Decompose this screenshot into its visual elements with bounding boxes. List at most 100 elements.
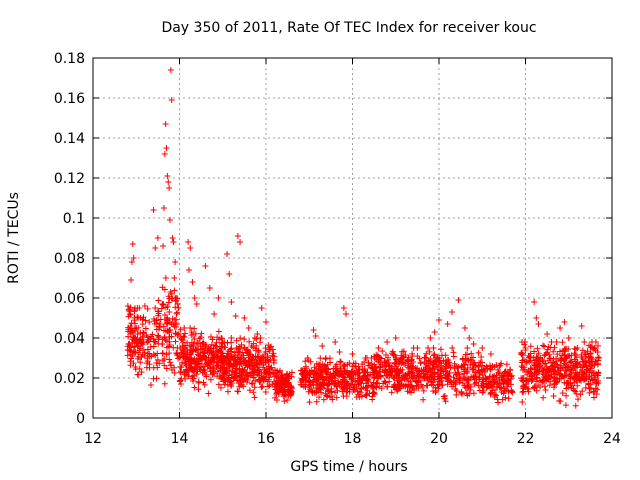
data-point: [219, 371, 226, 378]
data-point: [254, 366, 261, 373]
data-point: [171, 370, 178, 377]
data-point: [305, 357, 312, 364]
data-point: [164, 173, 171, 179]
data-point: [582, 353, 589, 360]
data-point: [189, 279, 196, 285]
data-point: [144, 358, 151, 365]
data-point: [322, 390, 329, 397]
data-point: [181, 359, 188, 366]
data-point: [371, 390, 378, 397]
data-point: [541, 352, 548, 359]
data-point: [350, 360, 357, 367]
data-point: [251, 384, 258, 391]
data-point: [394, 365, 401, 372]
data-point: [159, 350, 166, 357]
data-point: [200, 349, 207, 356]
data-point: [198, 330, 205, 337]
data-point: [151, 320, 158, 327]
data-point: [203, 360, 210, 366]
data-point: [376, 368, 383, 375]
data-point: [374, 379, 381, 386]
data-point: [266, 382, 273, 389]
data-point: [417, 377, 424, 384]
data-point: [194, 346, 201, 353]
data-point: [461, 361, 468, 368]
data-point: [502, 394, 509, 401]
y-tick-label: 0.16: [54, 91, 85, 107]
data-point: [166, 185, 173, 191]
data-point: [369, 396, 376, 403]
data-point: [470, 390, 477, 397]
data-point: [272, 386, 279, 393]
data-point: [355, 370, 362, 377]
data-point: [161, 311, 168, 318]
y-tick-label: 0.18: [54, 51, 85, 67]
data-point: [376, 363, 383, 370]
data-point: [160, 327, 167, 334]
data-point: [557, 325, 564, 331]
data-point: [589, 377, 596, 384]
data-point: [470, 361, 477, 368]
data-point: [461, 325, 468, 331]
data-point: [439, 382, 446, 389]
data-point: [213, 348, 220, 355]
data-point: [578, 374, 585, 381]
data-point: [225, 350, 232, 357]
data-point: [586, 376, 593, 383]
data-point: [426, 358, 433, 365]
data-point: [392, 335, 399, 341]
data-point: [595, 342, 602, 349]
data-point: [464, 368, 471, 375]
data-point: [172, 304, 179, 311]
data-point: [591, 369, 598, 376]
data-point: [255, 372, 262, 379]
data-point: [181, 325, 188, 331]
data-point: [450, 381, 457, 388]
data-point: [384, 372, 391, 379]
y-tick-label: 0: [76, 411, 85, 427]
data-point: [162, 121, 169, 127]
data-point: [567, 366, 574, 373]
data-point: [371, 374, 378, 381]
data-point: [135, 349, 142, 356]
data-point: [491, 391, 498, 398]
data-point: [427, 369, 434, 376]
data-point: [487, 382, 494, 389]
data-point: [167, 359, 174, 366]
data-point: [399, 374, 406, 381]
data-point: [539, 370, 546, 377]
data-point: [537, 384, 544, 391]
data-point: [527, 354, 534, 361]
data-point: [590, 394, 597, 401]
data-point: [282, 392, 289, 399]
data-point: [256, 357, 263, 364]
data-point: [569, 375, 576, 382]
data-point: [391, 360, 398, 367]
y-tick-label: 0.1: [63, 211, 85, 227]
data-point: [224, 251, 231, 257]
data-point: [541, 383, 548, 390]
x-tick-label: 22: [517, 431, 535, 447]
data-point: [211, 353, 218, 360]
data-point: [302, 358, 309, 365]
data-point: [409, 383, 416, 390]
data-point: [205, 390, 212, 397]
data-point: [160, 243, 167, 249]
data-point: [225, 372, 232, 379]
data-point: [260, 354, 267, 361]
data-point: [329, 396, 336, 403]
data-point: [393, 375, 400, 382]
data-point: [238, 381, 245, 388]
data-point: [152, 245, 159, 251]
data-point: [550, 348, 557, 355]
data-point: [524, 371, 531, 378]
data-point: [427, 335, 434, 341]
data-point: [157, 321, 164, 327]
data-point: [336, 349, 343, 355]
data-point: [503, 361, 510, 368]
data-point: [421, 354, 428, 361]
data-point: [571, 379, 578, 386]
data-point: [349, 363, 356, 370]
data-point: [423, 364, 430, 371]
